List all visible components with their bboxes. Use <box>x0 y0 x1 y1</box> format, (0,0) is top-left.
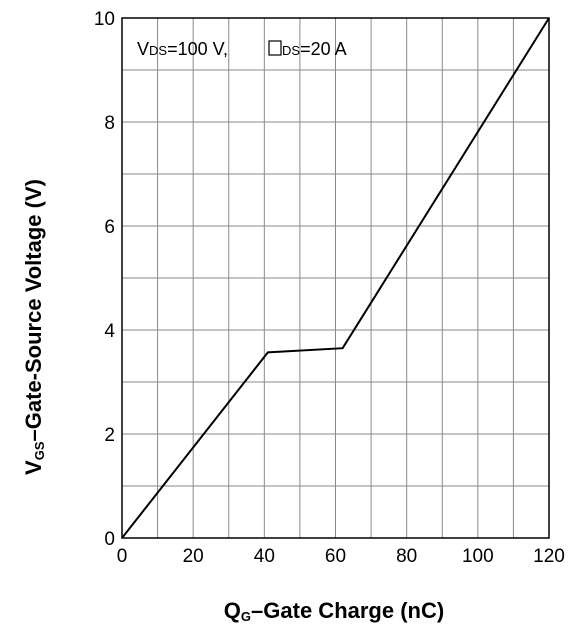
y-tick-label: 4 <box>104 321 115 342</box>
y-axis-title: VGS–Gate-Source Voltage (V) <box>21 179 47 475</box>
annot-v-rest: =100 V, <box>167 39 228 59</box>
y-tick-label: 2 <box>104 425 115 446</box>
annot-v-sub: DS <box>149 43 167 58</box>
x-tick-label: 80 <box>396 546 417 567</box>
svg-text:VDS=100 V,: VDS=100 V, <box>137 39 228 59</box>
grid-lines <box>122 18 549 538</box>
x-tick-label: 20 <box>183 546 204 567</box>
gate-charge-series-line <box>121 17 550 539</box>
annot-v-main: V <box>137 39 149 59</box>
annot-i-rest: =20 A <box>300 39 347 59</box>
svg-text:DS=20 A: DS=20 A <box>282 39 347 59</box>
x-tick-label: 60 <box>325 546 346 567</box>
annot-i-sub: DS <box>282 43 300 58</box>
y-tick-label: 10 <box>94 9 115 30</box>
x-tick-label: 0 <box>117 546 128 567</box>
x-tick-label: 100 <box>462 546 494 567</box>
series-layer <box>121 17 550 539</box>
annot-current-symbol-box <box>268 40 282 56</box>
x-tick-label: 120 <box>533 546 565 567</box>
y-tick-label: 0 <box>104 529 115 550</box>
plot-frame <box>121 17 550 539</box>
y-tick-label: 6 <box>104 217 115 238</box>
y-tick-label: 8 <box>104 113 115 134</box>
conditions-annotation: VDS=100 V, DS=20 A <box>137 39 347 59</box>
x-axis-title: QG–Gate Charge (nC) <box>224 598 444 624</box>
x-tick-label: 40 <box>254 546 275 567</box>
axis-ticks: 0 20 40 60 80 100 120 0 2 4 6 8 10 <box>94 9 565 567</box>
